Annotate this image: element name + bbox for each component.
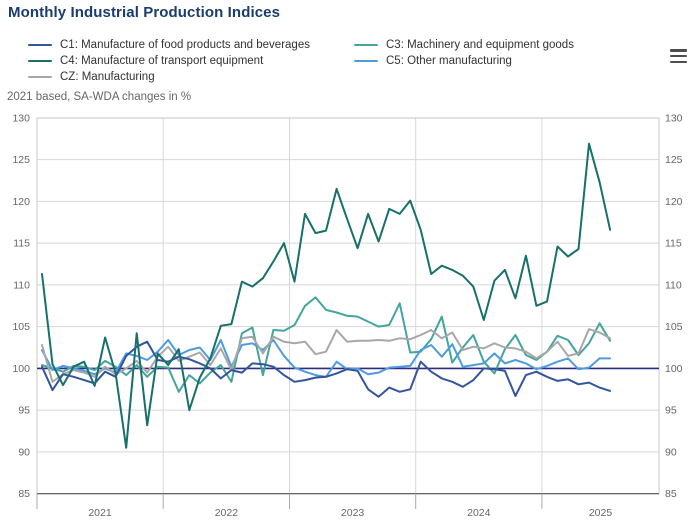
legend-item-c3[interactable]: C3: Machinery and equipment goods	[354, 37, 658, 52]
plot-border	[36, 117, 660, 495]
cz-line-swatch-icon	[28, 75, 52, 78]
y-axis-label-right: 105	[665, 321, 683, 333]
y-axis-label-left: 120	[12, 196, 30, 208]
y-axis-label-left: 110	[13, 279, 30, 291]
y-axis-label-left: 125	[12, 154, 30, 166]
y-axis-label-left: 115	[13, 238, 30, 250]
c4-line-swatch-icon	[28, 59, 52, 62]
y-axis-label-left: 90	[18, 446, 30, 458]
y-axis-label-right: 100	[665, 363, 683, 375]
x-axis-label: 2025	[589, 507, 613, 519]
c3-line-swatch-icon	[354, 43, 378, 46]
y-axis-label-right: 130	[665, 112, 683, 124]
page-title: Monthly Industrial Production Indices	[8, 4, 281, 21]
y-axis-label-left: 130	[12, 112, 30, 124]
y-axis-label-right: 120	[665, 196, 683, 208]
y-axis-label-right: 90	[665, 446, 677, 458]
legend-label-c4: C4: Manufacture of transport equipment	[60, 54, 264, 67]
x-axis-label: 2022	[215, 507, 239, 519]
legend-item-cz[interactable]: CZ: Manufacturing	[28, 69, 354, 84]
c5-line-swatch-icon	[354, 59, 378, 62]
chart-legend: C1: Manufacture of food products and bev…	[28, 37, 658, 84]
y-axis-label-left: 95	[18, 405, 30, 417]
y-axis-label-right: 95	[665, 405, 677, 417]
legend-item-c5[interactable]: C5: Other manufacturing	[354, 53, 658, 68]
legend-label-c3: C3: Machinery and equipment goods	[386, 38, 574, 51]
legend-label-c1: C1: Manufacture of food products and bev…	[60, 38, 310, 51]
c1-line-swatch-icon	[28, 43, 52, 46]
legend-item-c1[interactable]: C1: Manufacture of food products and bev…	[28, 37, 354, 52]
series-line-c3	[41, 296, 612, 393]
legend-label-c5: C5: Other manufacturing	[386, 54, 512, 67]
y-axis-label-right: 125	[665, 154, 683, 166]
series-line-c5	[41, 339, 612, 378]
y-axis-label-right: 110	[665, 279, 682, 291]
y-axis-label-left: 105	[12, 321, 30, 333]
hamburger-icon[interactable]	[670, 49, 687, 63]
x-axis-label: 2023	[341, 507, 365, 519]
y-axis-label-right: 85	[665, 488, 677, 500]
x-axis-label: 2021	[88, 507, 112, 519]
series-line-cz	[41, 328, 612, 383]
series-line-c1	[41, 340, 612, 398]
y-axis-label-left: 85	[18, 488, 30, 500]
y-axis-label-right: 115	[665, 238, 682, 250]
legend-label-cz: CZ: Manufacturing	[60, 70, 155, 83]
legend-item-c4[interactable]: C4: Manufacture of transport equipment	[28, 53, 354, 68]
chart-subtitle: 2021 based, SA-WDA changes in %	[7, 91, 192, 103]
y-axis-label-left: 100	[12, 363, 30, 375]
series-line-c4	[41, 142, 612, 449]
x-axis-label: 2024	[467, 507, 491, 519]
